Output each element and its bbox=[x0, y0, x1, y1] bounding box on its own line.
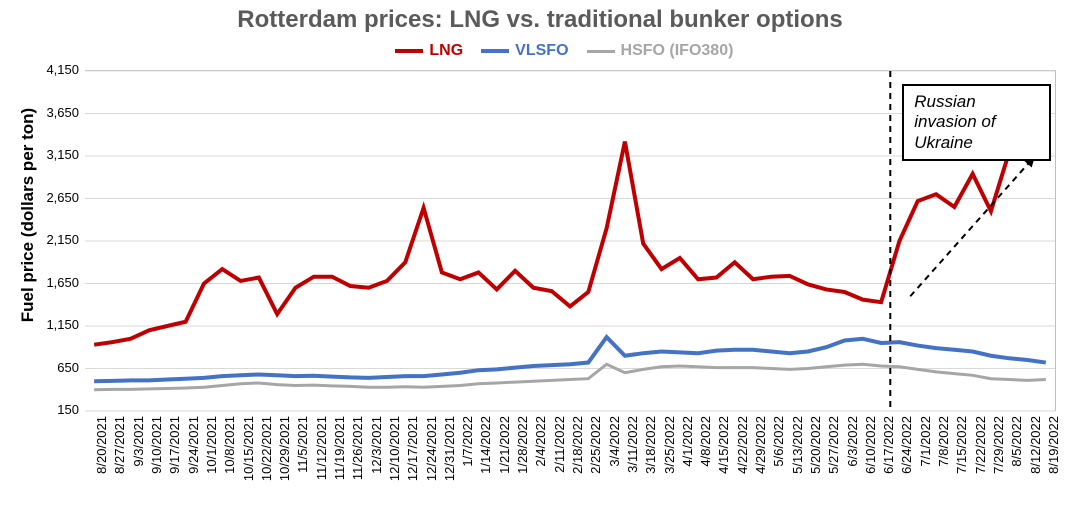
x-tick-label: 2/18/2022 bbox=[570, 416, 585, 506]
legend-label: LNG bbox=[429, 42, 463, 60]
x-tick-label: 9/17/2021 bbox=[167, 416, 182, 506]
x-tick-label: 6/17/2022 bbox=[881, 416, 896, 506]
x-tick-label: 11/26/2021 bbox=[350, 416, 365, 506]
x-tick-label: 9/10/2021 bbox=[149, 416, 164, 506]
x-tick-label: 10/15/2021 bbox=[241, 416, 256, 506]
x-tick-label: 12/3/2021 bbox=[369, 416, 384, 506]
x-tick-label: 8/5/2022 bbox=[1009, 416, 1024, 506]
x-tick-label: 6/24/2022 bbox=[899, 416, 914, 506]
x-tick-label: 1/7/2022 bbox=[460, 416, 475, 506]
y-tick-label: 3,650 bbox=[29, 105, 79, 120]
x-tick-label: 9/3/2021 bbox=[131, 416, 146, 506]
x-tick-label: 3/11/2022 bbox=[625, 416, 640, 506]
legend-item: VLSFO bbox=[481, 42, 568, 60]
y-tick-label: 2,150 bbox=[29, 232, 79, 247]
chart-container: Rotterdam prices: LNG vs. traditional bu… bbox=[0, 0, 1080, 509]
annotation-box: Russian invasion of Ukraine bbox=[902, 84, 1051, 161]
legend-label: HSFO (IFO380) bbox=[621, 42, 734, 60]
x-tick-label: 4/8/2022 bbox=[698, 416, 713, 506]
y-tick-label: 3,150 bbox=[29, 147, 79, 162]
y-axis-label: Fuel price (dollars per ton) bbox=[18, 40, 38, 390]
annotation-line2: Ukraine bbox=[914, 133, 1039, 153]
x-tick-label: 8/20/2021 bbox=[94, 416, 109, 506]
x-tick-label: 8/27/2021 bbox=[112, 416, 127, 506]
x-tick-label: 11/5/2021 bbox=[295, 416, 310, 506]
x-tick-label: 11/12/2021 bbox=[314, 416, 329, 506]
x-tick-label: 7/1/2022 bbox=[918, 416, 933, 506]
legend-item: HSFO (IFO380) bbox=[587, 42, 734, 60]
annotation-line1: Russian invasion of bbox=[914, 92, 1039, 133]
y-tick-label: 150 bbox=[29, 402, 79, 417]
y-tick-label: 650 bbox=[29, 360, 79, 375]
x-tick-label: 2/11/2022 bbox=[552, 416, 567, 506]
y-tick-label: 2,650 bbox=[29, 190, 79, 205]
chart-title: Rotterdam prices: LNG vs. traditional bu… bbox=[0, 6, 1080, 34]
x-tick-label: 3/18/2022 bbox=[643, 416, 658, 506]
x-tick-label: 12/24/2021 bbox=[424, 416, 439, 506]
x-tick-label: 4/29/2022 bbox=[753, 416, 768, 506]
legend-swatch bbox=[587, 50, 615, 53]
legend-label: VLSFO bbox=[515, 42, 568, 60]
y-tick-label: 4,150 bbox=[29, 62, 79, 77]
y-tick-label: 1,150 bbox=[29, 317, 79, 332]
x-tick-label: 9/24/2021 bbox=[186, 416, 201, 506]
x-tick-label: 8/19/2022 bbox=[1046, 416, 1061, 506]
x-tick-label: 3/4/2022 bbox=[607, 416, 622, 506]
x-tick-label: 12/10/2021 bbox=[387, 416, 402, 506]
x-tick-label: 1/21/2022 bbox=[497, 416, 512, 506]
y-tick-label: 1,650 bbox=[29, 275, 79, 290]
x-tick-label: 7/8/2022 bbox=[936, 416, 951, 506]
x-tick-label: 5/27/2022 bbox=[826, 416, 841, 506]
x-tick-label: 10/8/2021 bbox=[222, 416, 237, 506]
x-tick-label: 3/25/2022 bbox=[662, 416, 677, 506]
x-tick-label: 4/22/2022 bbox=[735, 416, 750, 506]
legend: LNG VLSFO HSFO (IFO380) bbox=[395, 42, 733, 60]
x-tick-label: 10/22/2021 bbox=[259, 416, 274, 506]
x-tick-label: 6/3/2022 bbox=[845, 416, 860, 506]
x-tick-label: 1/28/2022 bbox=[515, 416, 530, 506]
legend-swatch bbox=[481, 49, 509, 53]
x-tick-label: 11/19/2021 bbox=[332, 416, 347, 506]
legend-swatch bbox=[395, 49, 423, 53]
x-tick-label: 2/4/2022 bbox=[533, 416, 548, 506]
x-tick-label: 4/15/2022 bbox=[716, 416, 731, 506]
x-tick-label: 1/14/2022 bbox=[478, 416, 493, 506]
x-tick-label: 10/29/2021 bbox=[277, 416, 292, 506]
x-tick-label: 7/15/2022 bbox=[954, 416, 969, 506]
x-tick-label: 12/17/2021 bbox=[405, 416, 420, 506]
x-tick-label: 8/12/2022 bbox=[1028, 416, 1043, 506]
x-tick-label: 5/6/2022 bbox=[771, 416, 786, 506]
x-tick-label: 2/25/2022 bbox=[588, 416, 603, 506]
x-tick-label: 4/1/2022 bbox=[680, 416, 695, 506]
legend-item: LNG bbox=[395, 42, 463, 60]
x-tick-label: 12/31/2021 bbox=[442, 416, 457, 506]
x-tick-label: 6/10/2022 bbox=[863, 416, 878, 506]
x-tick-label: 7/22/2022 bbox=[973, 416, 988, 506]
series-vlsfo bbox=[94, 337, 1046, 381]
x-tick-label: 10/1/2021 bbox=[204, 416, 219, 506]
x-tick-label: 7/29/2022 bbox=[991, 416, 1006, 506]
x-tick-label: 5/20/2022 bbox=[808, 416, 823, 506]
x-tick-label: 5/13/2022 bbox=[790, 416, 805, 506]
